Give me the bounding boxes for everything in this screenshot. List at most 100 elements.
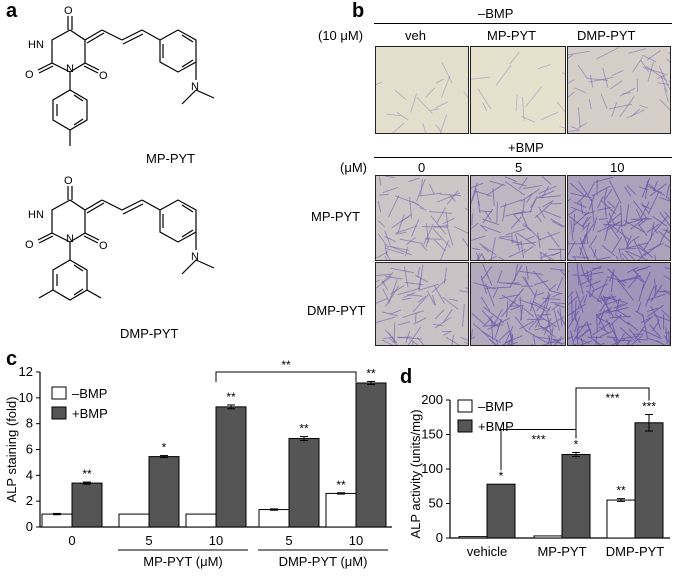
bracket-label: *** <box>605 391 619 405</box>
bar <box>288 438 320 528</box>
row-label-dmp-pyt: DMP-PYT <box>307 303 366 318</box>
header-rule <box>374 23 672 24</box>
x-tick-label: 10 <box>349 533 363 548</box>
tile-dmp-0 <box>375 262 469 346</box>
y-tick-label: 8 <box>26 416 33 431</box>
y-tick-label: 0 <box>436 530 443 545</box>
y-tick-label: 200 <box>421 392 443 407</box>
y-tick-label: 150 <box>421 427 443 442</box>
panel-label-c: c <box>6 348 18 370</box>
bar <box>148 456 180 528</box>
legend-swatch <box>457 399 473 413</box>
plus-bmp-header: +BMP <box>508 140 544 155</box>
significance-mark: *** <box>642 399 656 413</box>
x-tick-label: MP-PYT <box>537 544 586 559</box>
y-tick-label: 50 <box>429 496 443 511</box>
tile-dmp-5 <box>470 262 566 346</box>
col-label-5: 5 <box>515 160 523 175</box>
bar <box>486 483 516 539</box>
col-label-dmp-pyt: DMP-PYT <box>577 28 636 43</box>
conc-label-bottom: (μM) <box>340 160 367 175</box>
panel-label-a: a <box>6 0 18 22</box>
y-tick-label: 6 <box>26 442 33 457</box>
atom-n: N <box>191 251 199 263</box>
bar <box>325 492 357 528</box>
chemical-structures: O HN O O N N MP-PYT O HN O O N N DMP-PYT <box>25 5 215 341</box>
legend-swatch <box>457 419 473 433</box>
significance-mark: ** <box>226 390 236 404</box>
panel-label-d: d <box>400 366 413 388</box>
significance-mark: ** <box>336 478 346 492</box>
bar <box>118 513 150 528</box>
x-tick-label: 10 <box>209 533 223 548</box>
legend-swatch <box>51 386 67 400</box>
atom-n: N <box>66 63 74 75</box>
significance-mark: ** <box>366 366 376 380</box>
legend-label: –BMP <box>72 386 107 401</box>
col-label-veh: veh <box>405 28 426 43</box>
tile-mp-10 <box>567 175 671 261</box>
atom-hn: HN <box>28 39 44 51</box>
bar <box>458 536 488 539</box>
y-axis-label: ALP activity (units/mg) <box>408 409 423 538</box>
tile-minus-dmp-pyt <box>567 46 671 134</box>
panel-label-b: b <box>352 0 365 22</box>
legend-label: +BMP <box>478 419 514 434</box>
col-label-mp-pyt: MP-PYT <box>487 28 537 43</box>
y-tick-label: 12 <box>19 364 33 379</box>
x-tick-label: vehicle <box>467 544 507 559</box>
atom-o: O <box>99 70 108 82</box>
bar <box>533 535 563 539</box>
atom-n: N <box>66 233 74 245</box>
group-label-mp-pyt: MP-PYT (μM) <box>143 554 222 569</box>
y-tick-label: 2 <box>26 493 33 508</box>
legend-swatch <box>51 406 67 420</box>
col-label-0: 0 <box>418 160 426 175</box>
significance-mark: ** <box>299 422 309 436</box>
bar <box>561 454 591 539</box>
atom-o: O <box>64 5 73 17</box>
conc-label-top: (10 μM) <box>318 28 364 43</box>
y-tick-label: 0 <box>26 519 33 534</box>
significance-mark: ** <box>616 484 626 498</box>
col-label-10: 10 <box>610 160 625 175</box>
tile-mp-0 <box>375 175 469 261</box>
mp-pyt-structure <box>37 16 215 146</box>
y-axis-label: ALP staining (fold) <box>4 397 19 503</box>
dmp-pyt-structure <box>37 186 215 301</box>
atom-n: N <box>191 81 199 93</box>
significance-bracket <box>575 387 650 439</box>
tile-mp-5 <box>470 175 566 261</box>
legend-label: –BMP <box>478 399 513 414</box>
bar <box>41 513 73 528</box>
y-tick-label: 10 <box>19 390 33 405</box>
bar <box>71 482 103 528</box>
compound-label-mp-pyt: MP-PYT <box>146 151 195 166</box>
bracket-label: ** <box>281 358 291 372</box>
minus-bmp-header: –BMP <box>478 6 514 21</box>
atom-o: O <box>64 175 73 187</box>
significance-mark: * <box>162 441 167 455</box>
significance-mark: * <box>499 469 504 483</box>
x-tick-label: 5 <box>285 533 292 548</box>
bar <box>606 499 636 539</box>
x-tick-label: 5 <box>145 533 152 548</box>
bar <box>185 513 217 528</box>
row-label-mp-pyt: MP-PYT <box>311 209 361 224</box>
tile-dmp-10 <box>567 262 671 346</box>
group-label-dmp-pyt: DMP-PYT (μM) <box>279 554 368 569</box>
bar <box>355 382 387 528</box>
tile-minus-veh <box>375 46 469 134</box>
header-rule <box>374 157 672 158</box>
atom-hn: HN <box>28 209 44 221</box>
x-tick-label: DMP-PYT <box>606 544 665 559</box>
bar <box>215 406 247 528</box>
y-tick-label: 4 <box>26 467 33 482</box>
significance-bracket <box>215 371 357 382</box>
significance-mark: ** <box>82 467 92 481</box>
bar <box>258 509 290 528</box>
bracket-label: *** <box>531 433 545 447</box>
y-tick-label: 100 <box>421 461 443 476</box>
